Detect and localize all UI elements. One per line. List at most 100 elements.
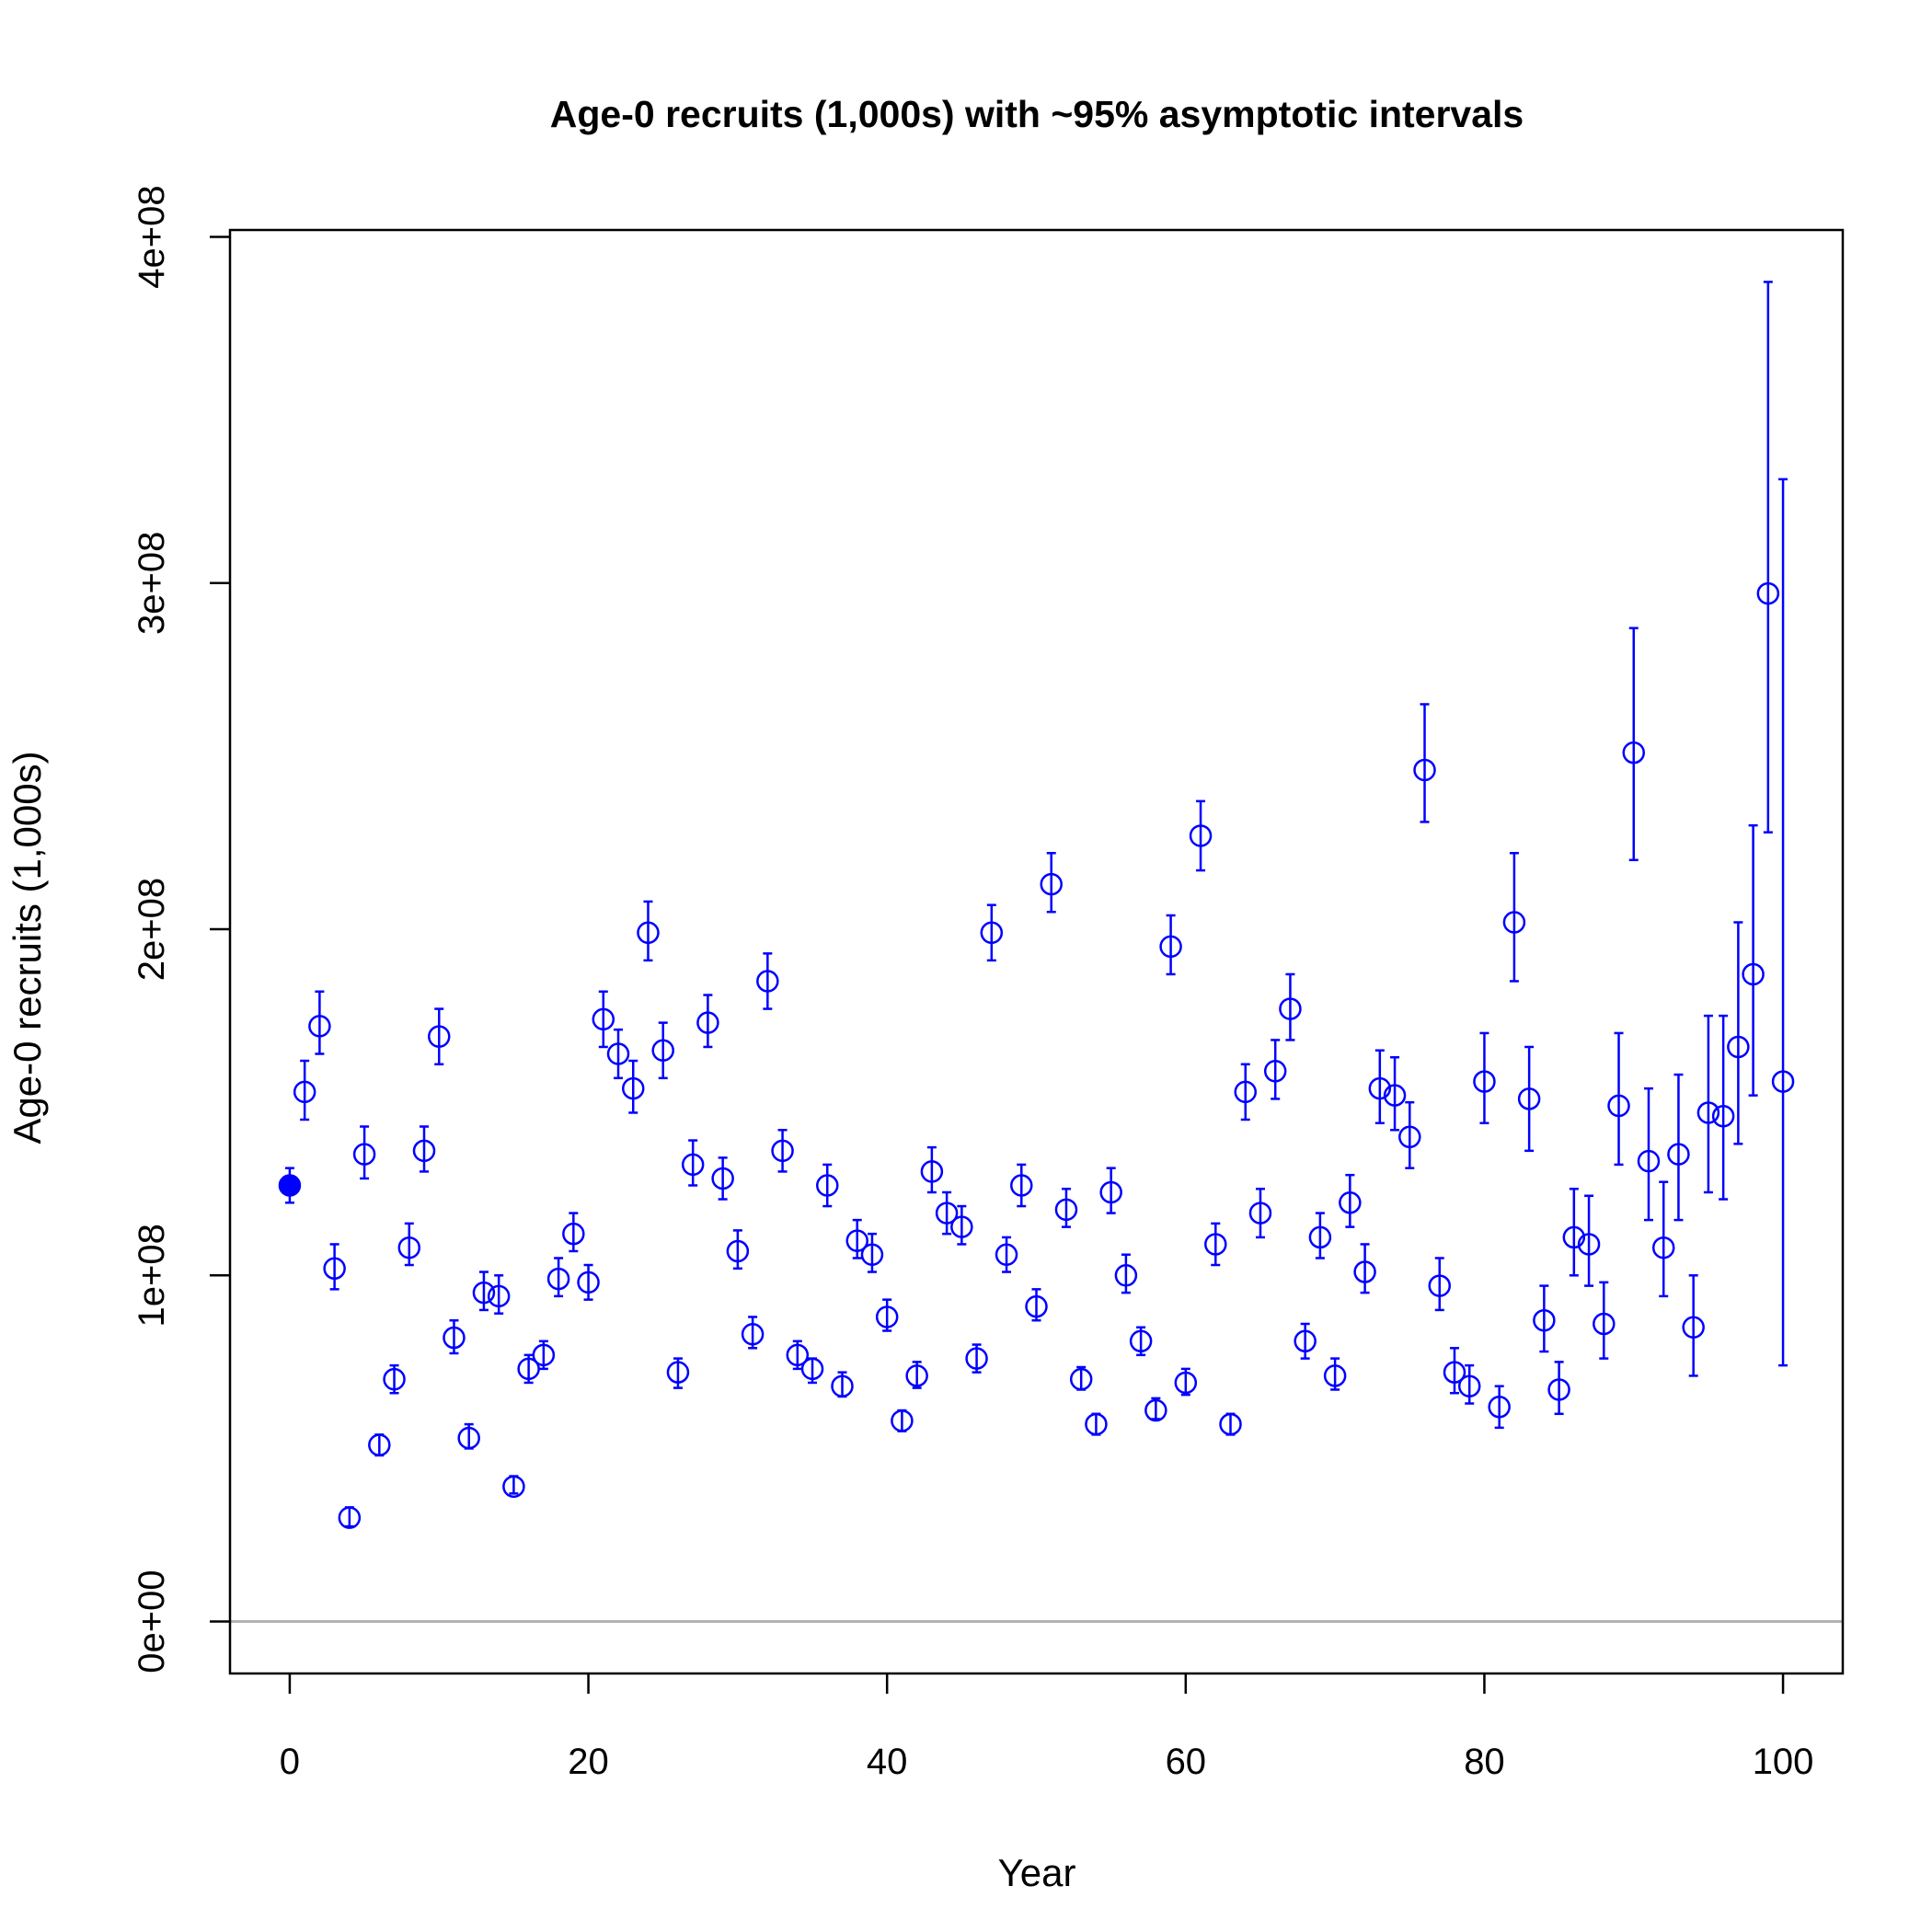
data-point-99 xyxy=(1756,281,1780,834)
data-point-11 xyxy=(443,1318,466,1355)
point-marker xyxy=(1234,1080,1257,1104)
point-marker xyxy=(995,1243,1018,1266)
point-marker xyxy=(1593,1312,1616,1336)
data-point-93 xyxy=(1667,1073,1690,1222)
point-marker xyxy=(950,1215,973,1238)
point-marker xyxy=(905,1364,928,1387)
point-marker xyxy=(1771,1070,1795,1093)
point-marker xyxy=(338,1506,362,1529)
point-marker xyxy=(517,1357,540,1381)
point-marker xyxy=(965,1347,988,1370)
data-point-75 xyxy=(1398,1100,1421,1169)
point-marker xyxy=(891,1409,914,1432)
data-point-25 xyxy=(651,1021,674,1080)
point-marker xyxy=(1204,1233,1227,1256)
data-point-86 xyxy=(1562,1187,1586,1277)
point-marker xyxy=(816,1174,839,1197)
data-point-27 xyxy=(681,1139,705,1187)
data-point-72 xyxy=(1353,1243,1376,1294)
point-marker xyxy=(1488,1396,1511,1419)
data-point-61 xyxy=(1189,799,1213,872)
point-marker xyxy=(1667,1143,1690,1166)
point-marker xyxy=(1502,911,1526,934)
point-marker xyxy=(1144,1398,1167,1422)
data-point-36 xyxy=(816,1163,839,1208)
data-point-23 xyxy=(622,1059,645,1114)
data-point-18 xyxy=(546,1257,570,1298)
point-marker xyxy=(875,1305,899,1328)
point-marker xyxy=(472,1281,496,1305)
point-marker xyxy=(1682,1316,1705,1339)
data-point-58 xyxy=(1144,1397,1167,1422)
data-point-16 xyxy=(517,1353,540,1385)
data-point-55 xyxy=(1099,1167,1122,1214)
data-point-37 xyxy=(831,1371,854,1398)
point-marker xyxy=(980,921,1004,945)
point-marker xyxy=(383,1367,406,1391)
data-layer xyxy=(278,281,1795,1529)
point-marker xyxy=(1383,1084,1407,1107)
data-point-42 xyxy=(905,1361,928,1389)
point-marker xyxy=(696,1011,719,1034)
y-tick-label: 0e+00 xyxy=(132,1570,172,1673)
data-point-15 xyxy=(502,1475,525,1499)
point-marker xyxy=(726,1239,750,1263)
data-point-21 xyxy=(592,990,615,1049)
point-marker xyxy=(666,1361,690,1384)
data-point-50 xyxy=(1025,1288,1048,1322)
data-point-67 xyxy=(1279,972,1302,1041)
data-point-74 xyxy=(1383,1056,1407,1132)
data-point-77 xyxy=(1428,1257,1451,1312)
point-marker xyxy=(352,1143,376,1166)
data-point-14 xyxy=(487,1274,511,1315)
data-point-78 xyxy=(1443,1347,1466,1395)
point-marker xyxy=(1651,1236,1675,1259)
data-point-47 xyxy=(980,903,1004,962)
data-point-96 xyxy=(1711,1014,1735,1201)
point-marker xyxy=(756,970,779,993)
chart-title: Age-0 recruits (1,000s) with ~95% asympt… xyxy=(550,93,1524,135)
data-point-13 xyxy=(472,1271,496,1312)
point-marker xyxy=(1562,1225,1586,1249)
data-point-90 xyxy=(1622,627,1646,862)
data-point-63 xyxy=(1219,1412,1242,1436)
data-point-12 xyxy=(457,1422,480,1450)
data-point-2 xyxy=(308,990,331,1055)
y-axis-label: Age-0 recruits (1,000s) xyxy=(6,751,49,1144)
point-marker xyxy=(1174,1371,1198,1395)
point-marker xyxy=(1637,1149,1661,1173)
data-point-17 xyxy=(532,1340,556,1371)
point-marker xyxy=(1473,1070,1496,1093)
data-point-57 xyxy=(1129,1326,1153,1357)
data-point-65 xyxy=(1248,1187,1272,1239)
data-point-92 xyxy=(1651,1180,1675,1298)
point-marker xyxy=(1727,1035,1750,1059)
point-marker xyxy=(546,1267,570,1291)
point-marker xyxy=(1339,1191,1362,1214)
point-marker xyxy=(1040,872,1063,896)
x-tick-label: 60 xyxy=(1166,1742,1207,1782)
point-marker xyxy=(412,1139,436,1163)
data-point-19 xyxy=(562,1212,585,1253)
point-marker xyxy=(1054,1198,1078,1222)
data-point-8 xyxy=(397,1222,421,1267)
data-point-87 xyxy=(1577,1194,1601,1287)
data-point-69 xyxy=(1308,1212,1332,1259)
point-marker xyxy=(487,1284,511,1308)
point-marker xyxy=(1085,1412,1108,1436)
point-marker xyxy=(1398,1125,1421,1149)
point-marker xyxy=(935,1202,959,1225)
data-point-7 xyxy=(383,1363,406,1395)
point-marker xyxy=(1368,1076,1392,1100)
data-point-6 xyxy=(368,1433,391,1457)
data-point-39 xyxy=(860,1232,884,1273)
data-point-44 xyxy=(935,1190,959,1236)
data-point-35 xyxy=(800,1357,824,1385)
data-point-53 xyxy=(1069,1365,1093,1391)
data-point-71 xyxy=(1339,1173,1362,1228)
data-point-80 xyxy=(1473,1031,1496,1124)
data-point-66 xyxy=(1263,1039,1287,1100)
data-point-3 xyxy=(323,1243,346,1291)
data-point-100 xyxy=(1771,477,1795,1367)
data-point-46 xyxy=(965,1343,988,1374)
